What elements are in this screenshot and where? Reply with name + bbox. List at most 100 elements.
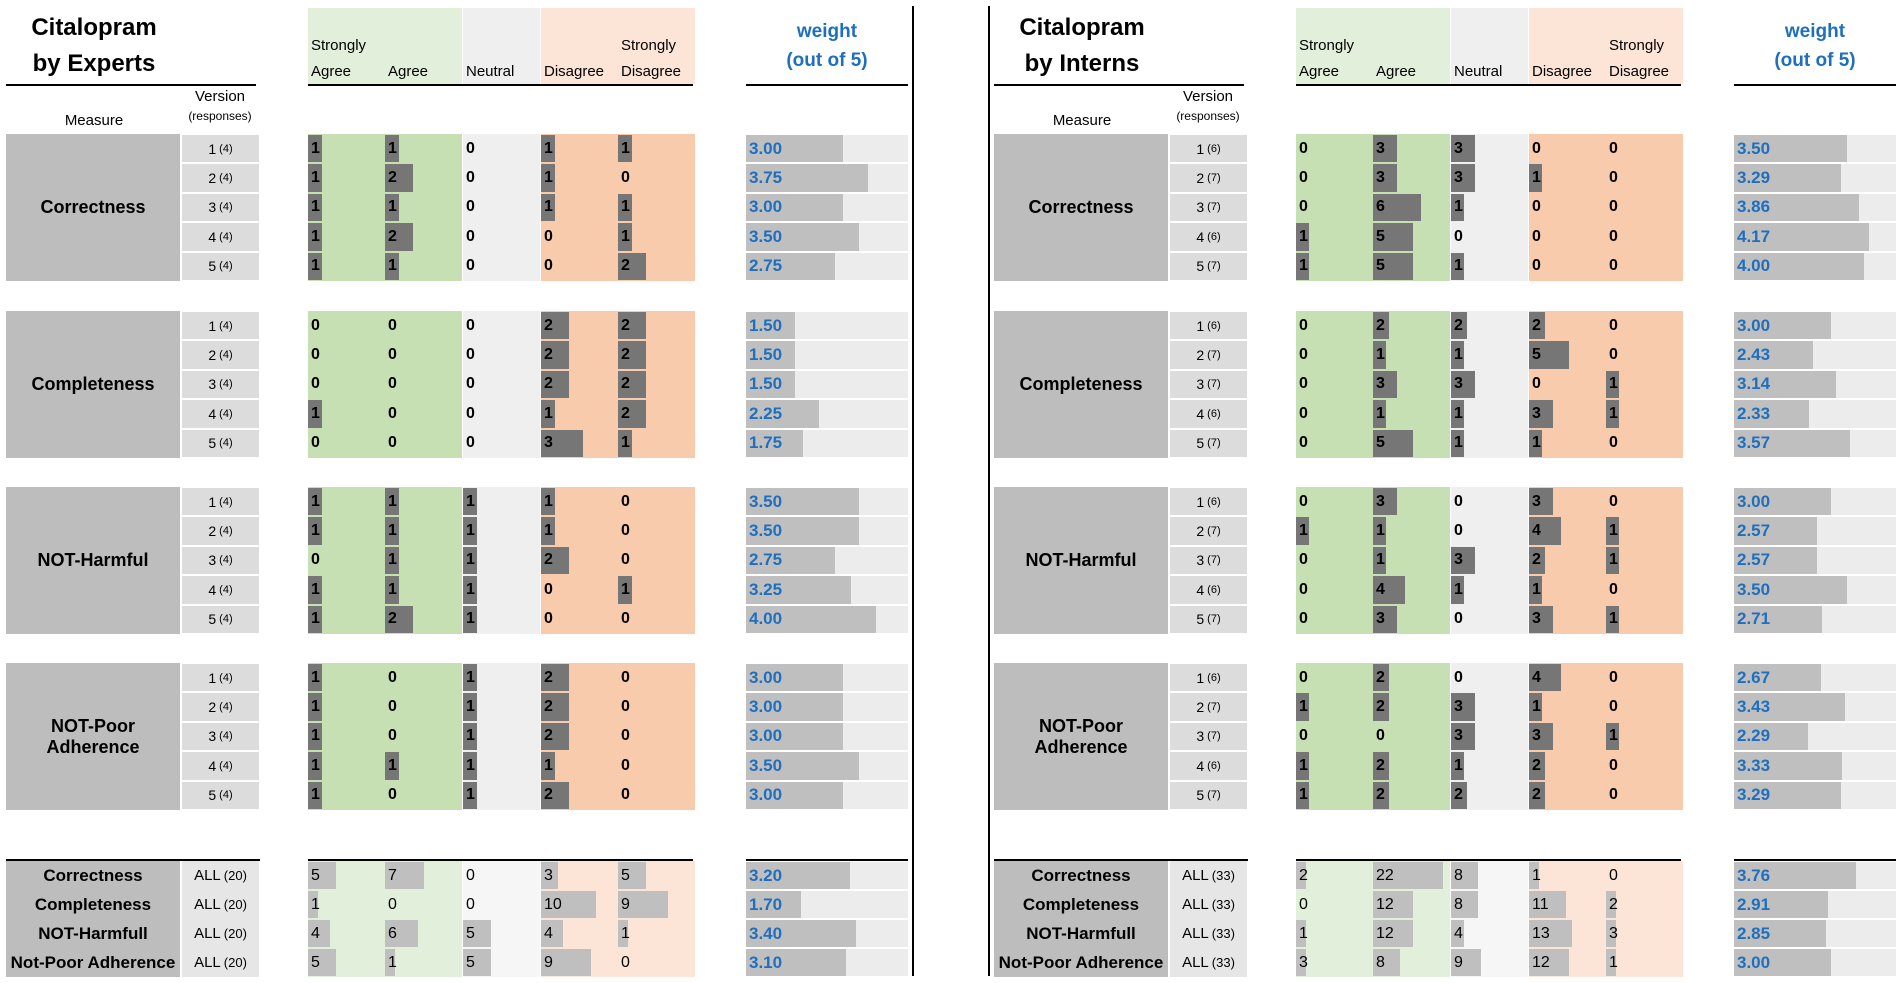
count-cell: 3 xyxy=(1529,400,1604,428)
count-value: 1 xyxy=(1532,580,1541,598)
column-header-4-line2: Disagree xyxy=(621,63,682,80)
summary-count-value: 10 xyxy=(544,895,562,913)
count-cell: 3 xyxy=(1451,722,1526,751)
count-value: 2 xyxy=(544,316,553,334)
weight-bar xyxy=(1734,546,1818,575)
count-bar xyxy=(1451,135,1475,163)
count-cell: 3 xyxy=(1451,370,1526,399)
panel-divider-right xyxy=(988,6,990,976)
count-cell: 2 xyxy=(1451,781,1526,809)
count-cell: 1 xyxy=(308,781,383,809)
summary-count-bar xyxy=(308,920,330,947)
count-cell: 1 xyxy=(1373,546,1448,575)
count-bar xyxy=(1373,576,1405,604)
count-cell: 1 xyxy=(541,193,616,222)
weight-value: 3.43 xyxy=(1737,697,1771,717)
summary-version-cell: ALL (20) xyxy=(182,919,259,948)
response-count: (7) xyxy=(1207,554,1221,567)
count-value: 2 xyxy=(621,404,630,422)
count-bar xyxy=(1296,223,1309,251)
summary-count-value: 0 xyxy=(1299,895,1308,913)
count-value: 5 xyxy=(1376,227,1385,245)
count-cell: 1 xyxy=(618,576,693,604)
count-cell: 0 xyxy=(1529,194,1604,221)
summary-count-cell: 5 xyxy=(308,862,383,889)
weight-bar xyxy=(1734,576,1848,604)
count-value: 1 xyxy=(621,139,630,157)
count-cell: 0 xyxy=(1606,488,1681,515)
count-bar xyxy=(1529,341,1569,369)
count-cell: 0 xyxy=(1296,371,1371,398)
header-agree-bg xyxy=(1296,8,1450,84)
count-bar xyxy=(1296,693,1309,721)
count-cell: 2 xyxy=(1529,781,1604,809)
count-cell: 1 xyxy=(308,400,383,428)
count-value: 1 xyxy=(388,522,397,540)
count-cell: 0 xyxy=(1451,606,1526,633)
summary-count-bar xyxy=(1451,891,1478,918)
count-bar xyxy=(1529,752,1545,780)
count-cell: 0 xyxy=(1606,430,1681,457)
weight-bar xyxy=(746,664,844,692)
summary-count-bar xyxy=(1529,920,1573,947)
count-bar xyxy=(463,546,477,575)
summary-count-bar xyxy=(1373,949,1400,976)
weight-cell: 3.00 xyxy=(1734,312,1896,340)
version-cell: 5 (7) xyxy=(1170,429,1247,457)
summary-version: ALL xyxy=(194,925,221,942)
summary-measure-label: Correctness xyxy=(43,865,143,885)
measure-header: Measure xyxy=(1052,112,1112,129)
weight-bar xyxy=(746,341,795,369)
version-cell: 2 (4) xyxy=(182,164,259,192)
weight-header-underline xyxy=(746,84,908,86)
weight-cell: 3.29 xyxy=(1734,781,1896,809)
count-value: 3 xyxy=(544,434,553,452)
summary-count-cell: 8 xyxy=(1451,891,1526,918)
count-bar xyxy=(308,252,322,280)
weight-cell: 3.50 xyxy=(1734,135,1896,163)
count-cell: 0 xyxy=(1296,341,1371,368)
count-value: 0 xyxy=(1609,668,1618,686)
count-cell: 1 xyxy=(618,193,693,222)
count-cell: 2 xyxy=(618,400,693,428)
summary-count-cell: 9 xyxy=(618,891,693,918)
count-value: 0 xyxy=(621,492,630,510)
count-value: 3 xyxy=(1376,139,1385,157)
count-value: 0 xyxy=(466,227,475,245)
panel-interns: Citalopram by Interns Strongly Agree Agree Ne… xyxy=(988,0,1902,983)
count-bar xyxy=(1296,252,1309,280)
count-value: 3 xyxy=(1454,375,1463,393)
count-cell: 5 xyxy=(1373,223,1448,251)
count-bar xyxy=(1529,312,1545,340)
count-value: 3 xyxy=(1454,698,1463,716)
summary-count-value: 2 xyxy=(1609,895,1618,913)
version-cell: 3 (4) xyxy=(182,370,259,399)
count-value: 3 xyxy=(1376,610,1385,628)
summary-count-value: 2 xyxy=(1299,866,1308,884)
count-value: 1 xyxy=(311,610,320,628)
weight-bar xyxy=(1734,370,1836,399)
count-cell: 2 xyxy=(618,370,693,399)
version-number: 1 xyxy=(1196,140,1205,157)
count-cell: 3 xyxy=(1373,135,1448,163)
count-value: 1 xyxy=(1454,346,1463,364)
version-number: 3 xyxy=(208,199,217,216)
count-value: 2 xyxy=(621,257,630,275)
version-cell: 3 (7) xyxy=(1170,722,1247,751)
count-cell: 2 xyxy=(541,781,616,809)
count-bar xyxy=(541,664,569,692)
count-cell: 0 xyxy=(1296,194,1371,221)
response-count: (4) xyxy=(219,495,233,508)
count-bar xyxy=(1373,605,1397,633)
weight-header-line2: (out of 5) xyxy=(786,50,868,71)
weight-value: 3.29 xyxy=(1737,168,1771,188)
column-header-0-line2: Agree xyxy=(1299,63,1340,80)
group-column-bg xyxy=(308,663,462,810)
count-bar xyxy=(1373,400,1386,428)
count-cell: 1 xyxy=(308,576,383,604)
count-cell: 1 xyxy=(1373,517,1448,545)
count-bar xyxy=(541,164,555,192)
count-value: 2 xyxy=(544,551,553,569)
count-value: 4 xyxy=(1532,668,1541,686)
summary-weight-cell: 2.85 xyxy=(1734,920,1896,947)
